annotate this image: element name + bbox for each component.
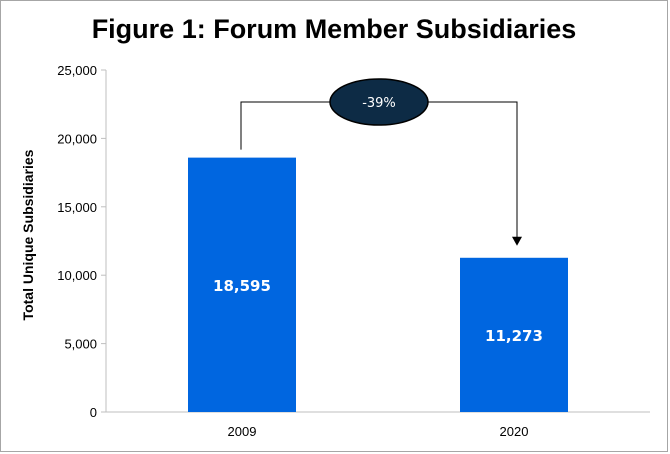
y-tick-label: 15,000 (57, 200, 97, 215)
change-ellipse (329, 78, 429, 126)
y-tick-label: 20,000 (57, 131, 97, 146)
y-tick-label: 25,000 (57, 63, 97, 78)
y-axis-label: Total Unique Subsidiaries (20, 149, 36, 320)
y-tick-label: 5,000 (64, 337, 97, 352)
bar-value-label: 18,595 (213, 277, 271, 295)
y-tick-label: 0 (90, 405, 97, 420)
x-axis-ticks: 2009 2020 (228, 424, 529, 439)
y-axis-ticks: 0 5,000 10,000 15,000 20,000 25,000 (57, 63, 106, 420)
x-tick-label: 2009 (228, 424, 257, 439)
x-tick-label: 2020 (500, 424, 529, 439)
bars: 18,595 11,273 (188, 157, 568, 412)
change-arrow-head (512, 236, 522, 246)
bar-2009 (188, 157, 296, 412)
change-annotation: -39% (240, 78, 522, 246)
bar-value-label: 11,273 (485, 327, 543, 345)
bar-2020 (460, 257, 568, 412)
chart-title: Figure 1: Forum Member Subsidiaries (91, 14, 577, 44)
y-tick-label: 10,000 (57, 268, 97, 283)
change-percent-label: -39% (362, 96, 396, 111)
